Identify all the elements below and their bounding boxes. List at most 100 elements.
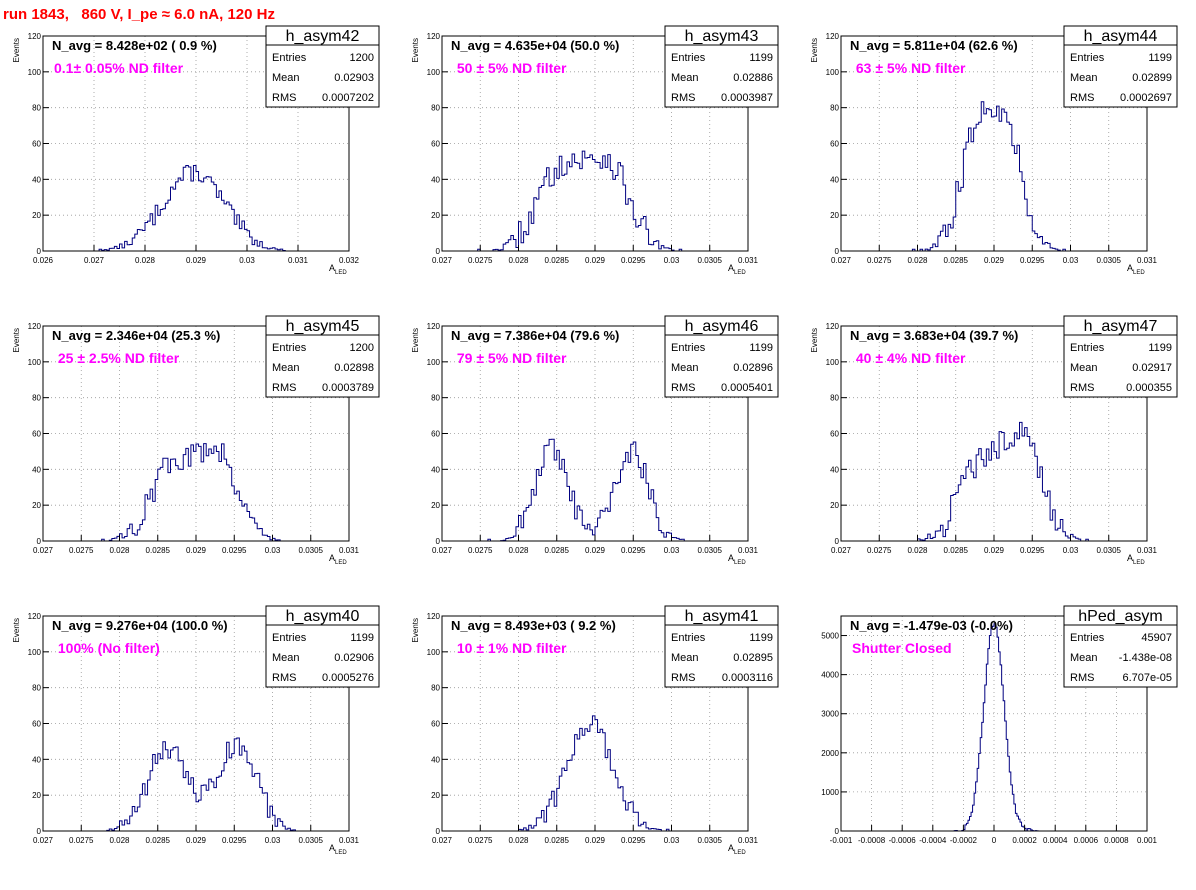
stats-title: h_asym44: [1084, 28, 1158, 45]
stats-title: h_asym42: [286, 28, 360, 45]
x-tick-label: 0.028: [109, 546, 130, 555]
y-tick-label: 80: [431, 104, 440, 113]
y-tick-label: 120: [427, 612, 441, 621]
x-tick-label: 0.031: [339, 836, 360, 845]
x-axis-label-sub: LED: [1133, 560, 1145, 566]
y-tick-label: 20: [32, 501, 41, 510]
stats-key: Entries: [1070, 52, 1105, 64]
x-tick-label: 0.0305: [299, 546, 324, 555]
x-axis-label-sub: LED: [335, 850, 347, 856]
navg-label: N_avg = 2.346e+04 (25.3 %): [52, 328, 220, 343]
stats-key: Entries: [1070, 632, 1105, 644]
y-tick-label: 100: [427, 68, 441, 77]
x-tick-label: 0.03: [239, 256, 255, 265]
x-tick-label: 0.0285: [944, 256, 969, 265]
navg-label: N_avg = 9.276e+04 (100.0 %): [52, 618, 228, 633]
stats-value: 0.0005401: [721, 382, 773, 394]
histogram-line: [43, 443, 349, 542]
filter-label: 63 ± 5% ND filter: [852, 60, 966, 76]
y-tick-label: 20: [830, 211, 839, 220]
stats-value: 1200: [350, 342, 374, 354]
histogram-panel-h_asym43: 0.027 0.0275 0.028 0.0285 0.029 0.0295 0.03 0.0…: [411, 25, 779, 276]
histogram-line: [43, 165, 349, 252]
y-tick-label: 120: [826, 322, 840, 331]
filter-label: 0.1± 0.05% ND filter: [54, 60, 184, 76]
navg-label: N_avg = 8.493e+03 ( 9.2 %): [451, 618, 616, 633]
plot-area: 0.027 0.0275 0.028 0.0285 0.029 0.0295 0.03 0.0…: [411, 605, 779, 856]
stats-value: 0.0002697: [1120, 92, 1172, 104]
y-tick-label: 4000: [821, 671, 839, 680]
x-tick-label: 0.027: [84, 256, 105, 265]
stats-title: h_asym43: [685, 28, 759, 45]
y-tick-label: 40: [431, 755, 440, 764]
stats-value: 0.0003789: [322, 382, 374, 394]
x-tick-label: 0.027: [33, 546, 54, 555]
x-tick-label: 0.0006: [1074, 836, 1099, 845]
y-tick-label: 120: [28, 32, 42, 41]
y-tick-label: 40: [830, 175, 839, 184]
y-tick-label: 40: [32, 175, 41, 184]
x-tick-label: 0.0285: [545, 836, 570, 845]
histogram-panel-h_asym40: 0.027 0.0275 0.028 0.0285 0.029 0.0295 0.03 0.0…: [12, 605, 380, 856]
x-tick-label: 0.0275: [468, 546, 493, 555]
plot-area: 0.027 0.0275 0.028 0.0285 0.029 0.0295 0.03 0.0…: [810, 25, 1178, 276]
y-tick-label: 2000: [821, 749, 839, 758]
y-tick-label: 100: [427, 358, 441, 367]
y-tick-label: 60: [32, 140, 41, 149]
x-tick-label: 0.029: [585, 836, 606, 845]
stats-key: Mean: [1070, 362, 1098, 374]
stats-value: 1199: [749, 632, 773, 644]
histogram-line: [442, 150, 748, 252]
x-tick-label: 0.0305: [1097, 546, 1122, 555]
y-tick-label: 80: [830, 394, 839, 403]
x-tick-label: 0.0295: [621, 836, 646, 845]
stats-value: 6.707e-05: [1122, 672, 1172, 684]
histogram-panel-h_asym42: 0.026 0.027 0.028 0.029 0.03 0.031 0.032 0 20 40 6…: [12, 25, 380, 276]
stats-key: RMS: [671, 672, 695, 684]
histogram-line: [442, 438, 748, 542]
stats-value: 1199: [749, 342, 773, 354]
x-tick-label: 0.0295: [621, 546, 646, 555]
navg-label: N_avg = 8.428e+02 ( 0.9 %): [52, 38, 217, 53]
x-tick-label: 0.031: [339, 546, 360, 555]
histogram-panel-h_asym47: 0.027 0.0275 0.028 0.0285 0.029 0.0295 0.03 0.0…: [810, 315, 1178, 566]
y-tick-label: 0: [436, 247, 441, 256]
x-tick-label: 0.027: [33, 836, 54, 845]
stats-title: h_asym45: [286, 318, 360, 335]
x-tick-label: 0.03: [265, 836, 281, 845]
y-tick-label: 0: [835, 247, 840, 256]
stats-key: RMS: [1070, 92, 1094, 104]
y-tick-label: 0: [436, 827, 441, 836]
stats-value: 0.0003116: [722, 672, 773, 684]
stats-key: RMS: [272, 92, 296, 104]
x-tick-label: 0.0002: [1012, 836, 1037, 845]
x-tick-label: 0.0305: [1097, 256, 1122, 265]
x-tick-label: 0.031: [288, 256, 309, 265]
y-axis-label: Events: [411, 618, 420, 642]
y-tick-label: 120: [28, 322, 42, 331]
stats-box: [1063, 605, 1178, 688]
stats-key: RMS: [272, 382, 296, 394]
y-tick-label: 3000: [821, 710, 839, 719]
stats-value: 0.0005276: [322, 672, 374, 684]
y-tick-label: 100: [826, 358, 840, 367]
y-tick-label: 80: [431, 684, 440, 693]
stats-value: 0.000355: [1126, 382, 1172, 394]
y-tick-label: 100: [28, 68, 42, 77]
x-tick-label: -0.001: [830, 836, 853, 845]
x-tick-label: 0.0295: [222, 836, 247, 845]
x-tick-label: 0.03: [664, 546, 680, 555]
y-tick-label: 20: [32, 791, 41, 800]
stats-title: hPed_asym: [1078, 608, 1163, 625]
histogram-line: [43, 737, 349, 832]
x-tick-label: -0.0004: [919, 836, 947, 845]
x-tick-label: 0.027: [432, 836, 453, 845]
stats-key: Entries: [272, 342, 307, 354]
stats-key: RMS: [1070, 382, 1094, 394]
x-tick-label: 0.0295: [1020, 546, 1045, 555]
y-tick-label: 40: [32, 465, 41, 474]
x-axis-label: A: [1127, 263, 1133, 273]
stats-box: [1063, 25, 1178, 108]
y-tick-label: 0: [37, 537, 42, 546]
x-tick-label: 0: [992, 836, 997, 845]
